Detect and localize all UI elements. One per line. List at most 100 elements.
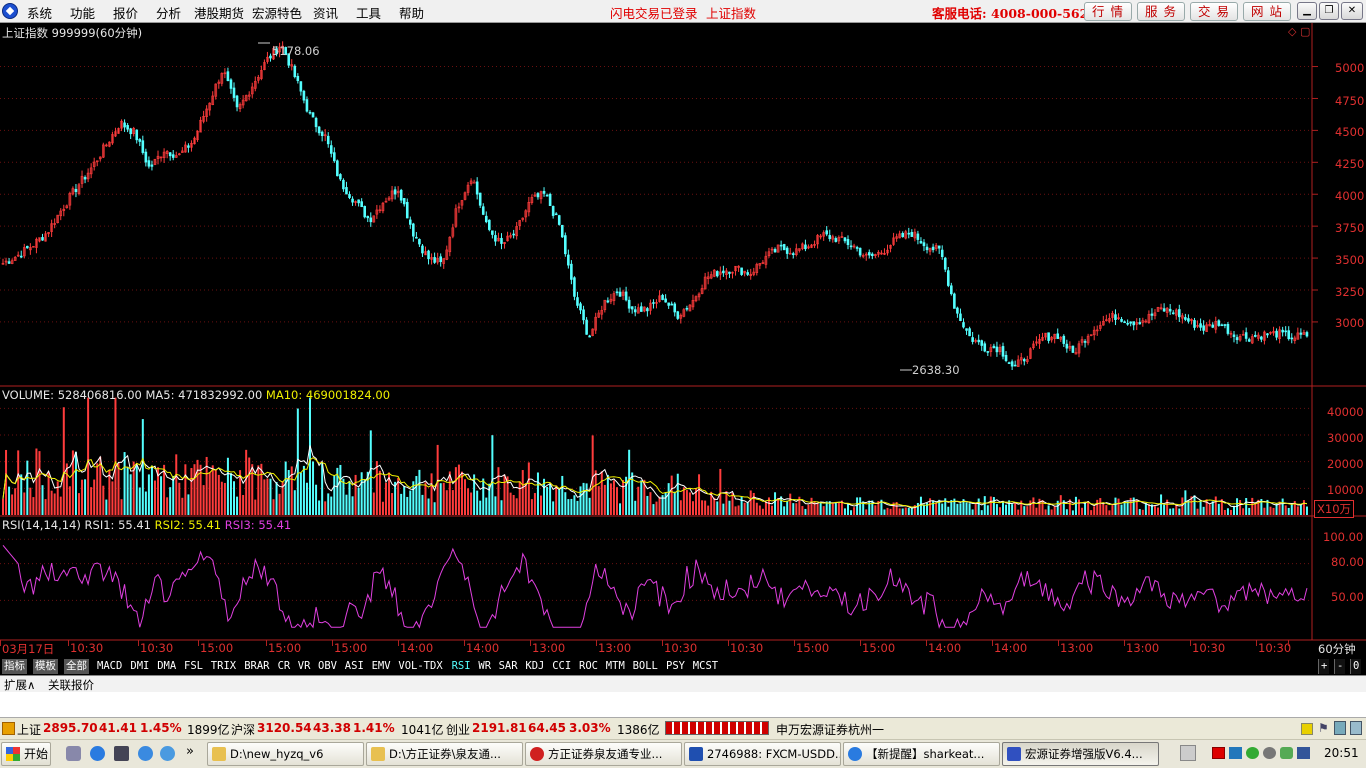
indicator-tab-全部[interactable]: 全部 [64, 659, 89, 674]
menu-hk-futures[interactable]: 港股期货 [194, 6, 245, 21]
browser-icon[interactable] [138, 746, 153, 761]
candle-body [539, 191, 543, 200]
tray-icon[interactable] [1212, 747, 1225, 759]
candle-body [1205, 324, 1208, 332]
tray-icon[interactable] [1263, 747, 1276, 759]
cy-name: 创业 [446, 723, 471, 737]
notice-icon[interactable] [1301, 723, 1313, 735]
candle-body [624, 291, 628, 301]
indicator-tab-cci[interactable]: CCI [552, 660, 572, 672]
indicator-tab-cr[interactable]: CR [277, 660, 291, 672]
indicator-tab-obv[interactable]: OBV [318, 660, 337, 672]
status-icon[interactable] [2, 722, 15, 735]
indicator-tab-roc[interactable]: ROC [579, 660, 598, 672]
indicator-tab-kdj[interactable]: KDJ [525, 660, 545, 672]
volume-bar [907, 508, 910, 515]
task-item[interactable]: D:\new_hyzq_v6 [207, 742, 364, 766]
website-button[interactable]: 网 站 [1243, 2, 1291, 21]
volume-bar [1208, 504, 1211, 515]
indicator-tab-vr[interactable]: VR [297, 660, 311, 672]
menu-analysis[interactable]: 分析 [156, 6, 182, 21]
connection-icon-2[interactable] [1350, 721, 1362, 735]
chart-area[interactable]: 上证指数 999999(60分钟) ◇ ▢ 5178.06 2638.30 50… [0, 23, 1366, 698]
candle-body [226, 71, 230, 82]
browser-icon-2[interactable] [160, 746, 175, 761]
related-quotes-tab[interactable]: 关联报价 [48, 678, 94, 692]
time-tick [1190, 640, 1191, 646]
indicator-tab-boll[interactable]: BOLL [632, 660, 658, 672]
expand-tab[interactable]: 扩展∧ [4, 678, 36, 692]
tray-icon[interactable] [1280, 747, 1293, 759]
candle-body [168, 152, 172, 157]
indicator-tab-wr[interactable]: WR [478, 660, 492, 672]
indicator-tab-psy[interactable]: PSY [666, 660, 685, 672]
indicator-tab-模板[interactable]: 模板 [33, 659, 58, 674]
desktop-icon[interactable] [114, 746, 129, 761]
menu-help[interactable]: 帮助 [399, 6, 425, 21]
time-tick [728, 640, 729, 646]
candle-body [995, 346, 999, 353]
candle-body [1269, 331, 1272, 334]
time-tick [926, 640, 927, 646]
start-button[interactable]: 开始 [1, 742, 51, 766]
volume-bar [1120, 504, 1123, 515]
indicator-tab-mcst[interactable]: MCST [692, 660, 719, 672]
indicator-tab-dma[interactable]: DMA [157, 660, 177, 672]
trade-button[interactable]: 交 易 [1190, 2, 1238, 21]
zoom-button[interactable]: - [1334, 659, 1346, 674]
volume-bar [567, 499, 570, 515]
current-index-link[interactable]: 上证指数 [706, 6, 757, 21]
menu-news[interactable]: 资讯 [313, 6, 339, 21]
task-item[interactable]: 2746988: FXCM-USDD... [684, 742, 841, 766]
task-item[interactable]: 方正证券泉友通专业... [525, 742, 682, 766]
volume-bar [1223, 509, 1226, 515]
indicator-tab-trix[interactable]: TRIX [210, 660, 237, 672]
more-icon[interactable]: » [186, 744, 194, 759]
close-icon[interactable]: ✕ [1341, 2, 1363, 20]
indicator-tab-mtm[interactable]: MTM [605, 660, 625, 672]
period-label[interactable]: 60分钟 [1318, 642, 1356, 656]
service-button[interactable]: 服 务 [1137, 2, 1185, 21]
market-button[interactable]: 行 情 [1084, 2, 1132, 21]
indicator-tab-指标[interactable]: 指标 [2, 659, 27, 674]
indicator-tab-asi[interactable]: ASI [344, 660, 364, 672]
tray-icon[interactable] [1229, 747, 1242, 759]
panel-corner-icons[interactable]: ◇ ▢ [1288, 25, 1311, 38]
menu-tools[interactable]: 工具 [356, 6, 382, 21]
indicator-tab-macd[interactable]: MACD [97, 660, 123, 672]
task-item[interactable]: 【新提醒】sharkeat... [843, 742, 1000, 766]
indicator-tab-fsl[interactable]: FSL [184, 660, 203, 672]
menu-system[interactable]: 系统 [27, 6, 53, 21]
ie-icon[interactable] [90, 746, 105, 761]
indicator-tab-dmi[interactable]: DMI [130, 660, 150, 672]
indicator-tab-brar[interactable]: BRAR [244, 660, 270, 672]
kline-chart[interactable] [0, 23, 1366, 657]
restore-icon[interactable]: ❐ [1319, 2, 1339, 20]
menu-hongyuan[interactable]: 宏源特色 [252, 6, 303, 21]
login-status[interactable]: 闪电交易已登录 [610, 6, 698, 21]
zoom-button[interactable]: 0 [1350, 659, 1362, 674]
candle-body [436, 258, 439, 263]
candle-body [1168, 308, 1172, 312]
indicator-tab-vol-tdx[interactable]: VOL-TDX [398, 660, 443, 672]
menu-quote[interactable]: 报价 [113, 6, 139, 21]
candle-body [643, 306, 646, 312]
tray-icon[interactable] [1246, 747, 1259, 759]
minimize-icon[interactable]: ▁ [1297, 2, 1317, 20]
task-item[interactable]: D:\方正证券\泉友通... [366, 742, 523, 766]
connection-icon[interactable] [1334, 721, 1346, 735]
volume-bar [1011, 504, 1014, 515]
shield-icon[interactable] [1297, 747, 1310, 759]
volume-bar [527, 462, 530, 515]
keyboard-icon[interactable] [1180, 745, 1196, 761]
indicator-tab-sar[interactable]: SAR [498, 660, 518, 672]
candle-body [852, 245, 856, 248]
candle-body [132, 128, 135, 134]
indicator-tab-rsi[interactable]: RSI [451, 660, 471, 672]
quicklaunch-icon-1[interactable] [66, 746, 81, 761]
zoom-button[interactable]: + [1318, 659, 1330, 674]
indicator-tab-emv[interactable]: EMV [371, 660, 391, 672]
menu-function[interactable]: 功能 [70, 6, 96, 21]
task-item-active[interactable]: 宏源证券增强版V6.4... [1002, 742, 1159, 766]
volume-bar [266, 478, 269, 515]
